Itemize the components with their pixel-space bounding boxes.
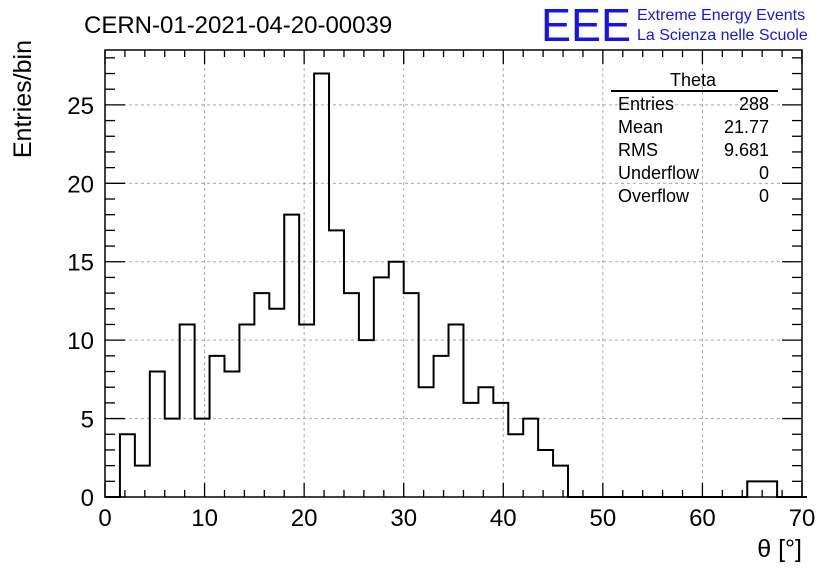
- y-tick-label: 10: [67, 328, 94, 355]
- x-axis-label: θ [°]: [757, 535, 802, 563]
- y-tick-label: 0: [81, 485, 94, 512]
- x-tick-label: 70: [789, 505, 816, 532]
- x-tick-labels: 0 10 20 30 40 50 60 70: [98, 505, 815, 532]
- logo-line-1: Extreme Energy Events: [637, 7, 805, 24]
- stats-label: Overflow: [618, 186, 690, 206]
- x-tick-label: 10: [191, 505, 218, 532]
- y-axis-label: Entries/bin: [9, 40, 37, 158]
- stats-label: Mean: [618, 117, 663, 137]
- eee-logo: EEE Extreme Energy Events La Scienza nel…: [541, 0, 808, 51]
- x-tick-label: 50: [590, 505, 617, 532]
- grid-lines: [105, 50, 802, 497]
- stats-value: 0: [759, 163, 769, 183]
- stats-value: 21.77: [724, 117, 769, 137]
- y-tick-labels: 0 5 10 15 20 25: [67, 93, 94, 512]
- stats-value: 0: [759, 186, 769, 206]
- axis-ticks: [104, 50, 803, 498]
- x-tick-label: 30: [390, 505, 417, 532]
- run-title: CERN-01-2021-04-20-00039: [84, 12, 392, 39]
- stats-label: Entries: [618, 94, 674, 114]
- y-tick-label: 5: [81, 407, 94, 434]
- logo-line-2: La Scienza nelle Scuole: [637, 27, 808, 44]
- stats-value: 288: [739, 94, 769, 114]
- stats-value: 9.681: [724, 140, 769, 160]
- x-tick-label: 0: [98, 505, 111, 532]
- x-tick-label: 40: [490, 505, 517, 532]
- plot-frame: [104, 49, 803, 498]
- y-tick-label: 20: [67, 171, 94, 198]
- y-tick-label: 25: [67, 93, 94, 120]
- histogram-outline: [105, 72, 807, 498]
- eee-logo-text: EEE: [541, 0, 631, 51]
- x-tick-label: 20: [291, 505, 318, 532]
- x-tick-label: 60: [689, 505, 716, 532]
- stats-box: Theta Entries 288 Mean 21.77 RMS 9.681 Underfl…: [611, 70, 778, 206]
- y-tick-label: 15: [67, 250, 94, 277]
- stats-label: RMS: [618, 140, 658, 160]
- stats-title: Theta: [670, 70, 717, 90]
- stats-label: Underflow: [618, 163, 700, 183]
